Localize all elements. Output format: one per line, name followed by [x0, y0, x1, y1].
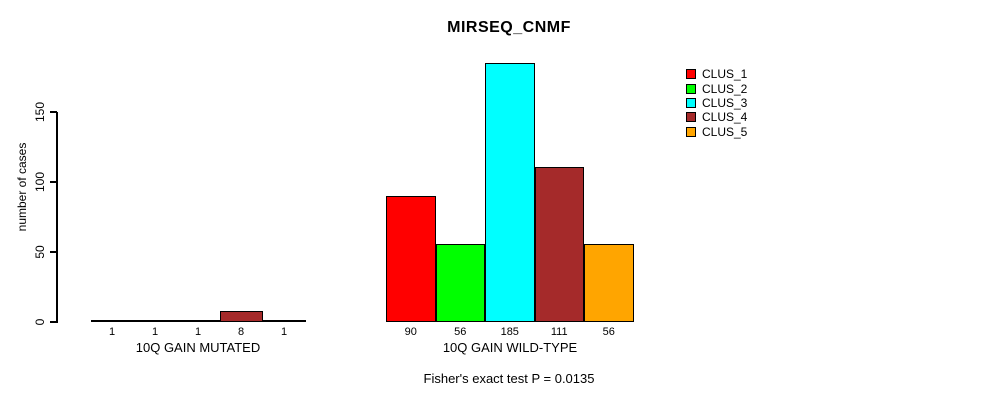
y-tick-100 [50, 181, 57, 183]
legend-row-clus_3: CLUS_3 [686, 96, 747, 110]
legend: CLUS_1 CLUS_2 CLUS_3 CLUS_4 CLUS_5 [686, 67, 747, 139]
bar-clus_5-group1 [584, 243, 634, 322]
bar-clus_4-group0 [219, 310, 263, 322]
legend-swatch-clus_1 [686, 69, 696, 80]
legend-label-clus_2: CLUS_2 [702, 81, 748, 96]
legend-label-clus_4: CLUS_4 [702, 110, 748, 125]
y-tick-label-100: 100 [33, 171, 47, 193]
legend-row-clus_2: CLUS_2 [686, 81, 747, 95]
y-tick-50 [50, 251, 57, 253]
bar-clus_3-group0 [176, 320, 220, 322]
x-axis-label-mutated: 10Q GAIN MUTATED [135, 340, 261, 355]
value-label-clus_1-group0: 1 [108, 326, 116, 338]
value-label-clus_2-group1: 56 [454, 326, 467, 338]
bar-clus_1-group1 [386, 196, 436, 322]
legend-swatch-clus_3 [686, 97, 696, 108]
value-label-clus_5-group0: 1 [280, 326, 288, 338]
legend-row-clus_1: CLUS_1 [686, 67, 747, 81]
y-axis-label: number of cases [15, 142, 29, 232]
y-tick-0 [50, 321, 57, 323]
value-label-clus_3-group1: 185 [500, 326, 519, 338]
value-label-clus_1-group1: 90 [404, 326, 417, 338]
fisher-test-note: Fisher's exact test P = 0.0135 [423, 371, 595, 386]
legend-swatch-clus_2 [686, 83, 696, 94]
y-tick-label-50: 50 [33, 245, 47, 259]
x-axis-label-wildtype: 10Q GAIN WILD-TYPE [442, 340, 578, 355]
bar-clus_2-group1 [435, 243, 485, 322]
bar-clus_1-group0 [90, 320, 134, 322]
legend-label-clus_5: CLUS_5 [702, 124, 748, 139]
legend-swatch-clus_5 [686, 126, 696, 137]
legend-swatch-clus_4 [686, 112, 696, 123]
bar-clus_2-group0 [133, 320, 177, 322]
legend-row-clus_5: CLUS_5 [686, 125, 747, 139]
y-tick-label-150: 150 [33, 101, 47, 123]
bar-clus_3-group1 [485, 63, 535, 322]
value-label-clus_2-group0: 1 [151, 326, 159, 338]
value-label-clus_4-group1: 111 [550, 326, 568, 338]
bar-clus_5-group0 [262, 320, 306, 322]
legend-label-clus_3: CLUS_3 [702, 95, 748, 110]
bar-clus_4-group1 [534, 166, 584, 322]
y-axis-line [56, 112, 58, 323]
value-label-clus_4-group0: 8 [237, 326, 245, 338]
value-label-clus_5-group1: 56 [602, 326, 615, 338]
y-tick-150 [50, 111, 57, 113]
value-label-clus_3-group0: 1 [194, 326, 202, 338]
chart-title: MIRSEQ_CNMF [447, 19, 571, 36]
y-tick-label-0: 0 [33, 318, 47, 326]
legend-label-clus_1: CLUS_1 [702, 67, 748, 82]
legend-row-clus_4: CLUS_4 [686, 110, 747, 124]
